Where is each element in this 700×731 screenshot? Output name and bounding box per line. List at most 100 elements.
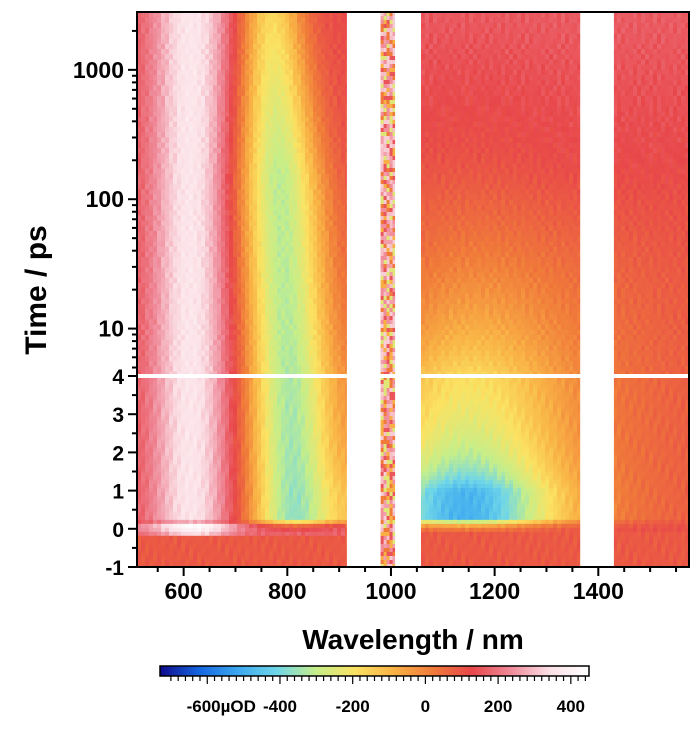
heatmap-cell — [217, 298, 222, 304]
heatmap-cell — [577, 334, 582, 341]
heatmap-cell — [289, 240, 294, 247]
heatmap-cell — [669, 370, 674, 377]
heatmap-cell — [505, 308, 510, 315]
heatmap-cell — [441, 339, 446, 346]
heatmap-cell — [541, 329, 546, 335]
heatmap-cell — [141, 256, 146, 263]
heatmap-cell — [137, 235, 142, 242]
heatmap-cell — [441, 256, 446, 263]
heatmap-cell — [141, 339, 146, 346]
heatmap-cell — [177, 324, 182, 330]
heatmap-cell — [245, 214, 250, 221]
heatmap-cell — [457, 313, 462, 320]
heatmap-cell — [257, 308, 262, 315]
heatmap-cell — [309, 318, 314, 325]
heatmap-cell — [553, 350, 558, 356]
heatmap-cell — [193, 204, 198, 211]
heatmap-cell — [553, 360, 558, 367]
heatmap-cell — [305, 209, 310, 216]
heatmap-cell — [209, 246, 214, 252]
heatmap-cell — [161, 235, 166, 242]
heatmap-cell — [181, 365, 186, 372]
heatmap-cell — [137, 282, 142, 289]
heatmap-cell — [317, 246, 322, 252]
heatmap-cell — [569, 339, 574, 346]
heatmap-cell — [421, 266, 426, 273]
heatmap-cell — [465, 360, 470, 367]
heatmap-cell — [241, 240, 246, 247]
heatmap-cell — [657, 261, 662, 268]
heatmap-cell — [461, 350, 466, 356]
heatmap-cell — [677, 324, 682, 330]
heatmap-cell — [525, 308, 530, 315]
heatmap-cell — [289, 292, 294, 299]
heatmap-cell — [173, 287, 178, 294]
heatmap-cell — [293, 308, 298, 315]
heatmap-cell — [529, 339, 534, 346]
heatmap-cell — [145, 324, 150, 330]
heatmap-cell — [165, 298, 170, 304]
heatmap-cell — [233, 230, 238, 237]
heatmap-cell — [281, 256, 286, 263]
heatmap-cell — [449, 261, 454, 268]
heatmap-cell — [269, 303, 274, 309]
heatmap-cell — [337, 318, 342, 325]
heatmap-cell — [489, 220, 494, 226]
heatmap-cell — [561, 318, 566, 325]
heatmap-cell — [465, 350, 470, 356]
heatmap-cell — [209, 308, 214, 315]
heatmap-cell — [541, 194, 546, 200]
heatmap-cell — [289, 329, 294, 335]
heatmap-cell — [305, 339, 310, 346]
heatmap-cell — [457, 329, 462, 335]
heatmap-cell — [205, 188, 210, 195]
heatmap-cell — [441, 292, 446, 299]
heatmap-cell — [169, 344, 174, 351]
heatmap-cell — [301, 355, 306, 361]
heatmap-cell — [165, 282, 170, 289]
heatmap-cell — [313, 355, 318, 361]
heatmap-cell — [521, 199, 526, 205]
heatmap-cell — [149, 365, 154, 372]
heatmap-cell — [513, 365, 518, 372]
heatmap-cell — [205, 287, 210, 294]
heatmap-cell — [685, 339, 689, 346]
heatmap-cell — [445, 329, 450, 335]
heatmap-cell — [213, 303, 218, 309]
heatmap-cell — [557, 334, 562, 341]
heatmap-cell — [237, 318, 242, 325]
heatmap-cell — [465, 194, 470, 200]
heatmap-cell — [617, 324, 622, 330]
heatmap-cell — [301, 365, 306, 372]
heatmap-cell — [489, 360, 494, 367]
heatmap-cell — [549, 209, 554, 216]
heatmap-cell — [153, 246, 158, 252]
heatmap-cell — [445, 303, 450, 309]
heatmap-cell — [673, 339, 678, 346]
heatmap-cell — [249, 329, 254, 335]
heatmap-cell — [685, 230, 689, 237]
heatmap-cell — [549, 204, 554, 211]
heatmap-cell — [529, 209, 534, 216]
heatmap-cell — [465, 240, 470, 247]
heatmap-cell — [505, 256, 510, 263]
heatmap-cell — [197, 303, 202, 309]
heatmap-cell — [293, 360, 298, 367]
heatmap-cell — [277, 256, 282, 263]
heatmap-cell — [145, 329, 150, 335]
heatmap-cell — [457, 199, 462, 205]
heatmap-cell — [205, 261, 210, 268]
heatmap-cell — [285, 277, 290, 283]
heatmap-cell — [577, 339, 582, 346]
heatmap-cell — [521, 303, 526, 309]
heatmap-cell — [209, 344, 214, 351]
heatmap-cell — [473, 220, 478, 226]
heatmap-cell — [429, 318, 434, 325]
heatmap-cell — [565, 194, 570, 200]
heatmap-cell — [185, 204, 190, 211]
heatmap-cell — [509, 188, 514, 195]
heatmap-cell — [501, 355, 506, 361]
heatmap-cell — [529, 204, 534, 211]
heatmap-cell — [513, 287, 518, 294]
heatmap-cell — [541, 240, 546, 247]
